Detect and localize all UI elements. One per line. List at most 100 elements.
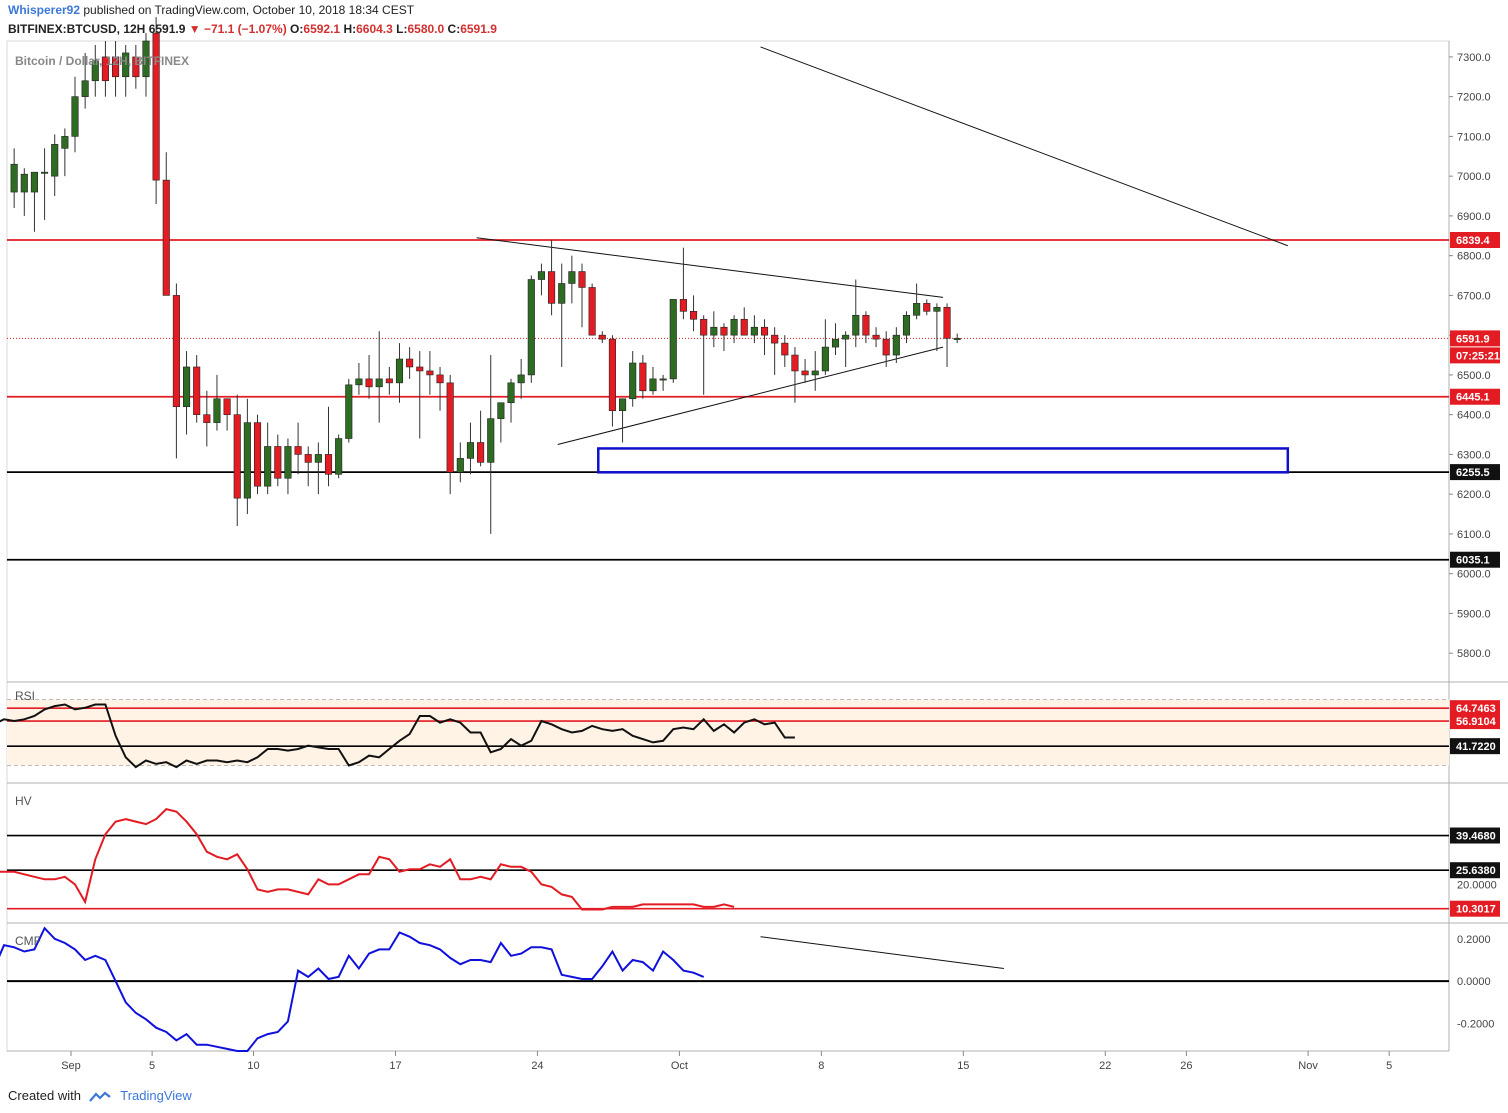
candle-down bbox=[324, 454, 333, 475]
rsi-level-label: 64.7463 bbox=[1456, 703, 1496, 715]
candle-up bbox=[933, 307, 941, 312]
tradingview-link[interactable]: TradingView bbox=[120, 1088, 192, 1103]
price-tick-label: 5900.0 bbox=[1457, 608, 1491, 620]
low-value: 6580.0 bbox=[407, 22, 445, 36]
candle-down bbox=[274, 446, 282, 479]
rsi-band bbox=[7, 699, 1449, 766]
low-label: L: bbox=[396, 22, 408, 36]
time-tick-label: 15 bbox=[957, 1060, 969, 1072]
rsi-level-label-bg bbox=[1450, 713, 1500, 730]
candle-down bbox=[608, 338, 616, 411]
candle-up bbox=[81, 80, 89, 97]
publish-info: published on TradingView.com, October 10… bbox=[83, 3, 415, 17]
price-tick-label: 6000.0 bbox=[1457, 569, 1491, 581]
cmf-tick-label: -0.2000 bbox=[1457, 1018, 1494, 1030]
candle-up bbox=[395, 358, 404, 384]
candle-up bbox=[264, 446, 272, 487]
candle-down bbox=[101, 56, 109, 82]
candle-down bbox=[436, 374, 444, 384]
price-tick-label: 6800.0 bbox=[1457, 251, 1491, 263]
candle-up bbox=[182, 366, 191, 408]
candle-up bbox=[669, 299, 677, 380]
candle-up bbox=[852, 314, 860, 336]
price-axis-label: 6255.5 bbox=[1456, 467, 1490, 479]
candle-up bbox=[243, 422, 251, 499]
trend-line bbox=[760, 46, 1288, 247]
price-tick-label: 7200.0 bbox=[1457, 92, 1491, 104]
candle-up bbox=[314, 454, 322, 463]
trend-line bbox=[557, 346, 944, 445]
candle-up bbox=[558, 283, 566, 304]
candle-down bbox=[882, 338, 890, 356]
candle-up bbox=[122, 52, 130, 78]
candle-up bbox=[507, 382, 515, 404]
candle-up bbox=[892, 334, 900, 356]
candle-down bbox=[639, 362, 647, 392]
hv-level-label-bg bbox=[1450, 862, 1500, 879]
price-change: −71.1 (−1.07%) bbox=[203, 22, 287, 36]
candle-down bbox=[689, 311, 698, 320]
candle-down bbox=[426, 370, 434, 376]
candle-down bbox=[760, 326, 769, 336]
candle-up bbox=[517, 374, 525, 384]
candle-up bbox=[142, 40, 150, 78]
candle-up bbox=[831, 338, 840, 348]
candle-down bbox=[233, 414, 241, 499]
time-tick-label: 10 bbox=[247, 1060, 259, 1072]
candle-down bbox=[152, 32, 160, 181]
author-link[interactable]: Whisperer92 bbox=[8, 3, 81, 17]
candle-down bbox=[548, 271, 556, 304]
price-tick-label: 6400.0 bbox=[1457, 410, 1491, 422]
price-axis-label: 6035.1 bbox=[1456, 555, 1490, 567]
trend-line bbox=[476, 237, 944, 298]
candle-down bbox=[598, 334, 606, 340]
candle-down bbox=[700, 318, 708, 336]
candle-down bbox=[162, 179, 170, 296]
candle-up bbox=[953, 338, 961, 340]
time-tick-label: 8 bbox=[818, 1060, 824, 1072]
candle-up bbox=[537, 271, 545, 280]
rsi-level-label: 41.7220 bbox=[1456, 741, 1496, 753]
price-tick-label: 6900.0 bbox=[1457, 211, 1491, 223]
price-axis-label: 6839.4 bbox=[1456, 235, 1491, 247]
candle-up bbox=[284, 446, 292, 479]
candle-up bbox=[568, 271, 576, 284]
price-tick-label: 5800.0 bbox=[1457, 648, 1491, 660]
candle-down bbox=[477, 442, 485, 463]
price-tick-label: 6200.0 bbox=[1457, 489, 1491, 501]
candle-down bbox=[406, 358, 414, 368]
price-axis-label: 6591.9 bbox=[1456, 333, 1490, 345]
candle-up bbox=[71, 96, 79, 137]
cmf-tick-label: 0.2000 bbox=[1457, 934, 1491, 946]
price-axis-label-bg bbox=[1450, 231, 1500, 248]
chart-title: Bitcoin / Dollar, 12H, BITFINEX bbox=[15, 54, 189, 68]
candle-up bbox=[213, 398, 221, 423]
rsi-level-label: 56.9104 bbox=[1456, 716, 1497, 728]
candle-down bbox=[193, 366, 201, 415]
candle-up bbox=[466, 442, 475, 459]
symbol-header: BITFINEX:BTCUSD, 12H 6591.9 ▼ −71.1 (−1.… bbox=[8, 22, 497, 36]
hv-level-label-bg bbox=[1450, 827, 1500, 844]
candle-up bbox=[750, 326, 758, 336]
open-value: 6592.1 bbox=[303, 22, 341, 36]
created-with: Created with bbox=[8, 1088, 81, 1103]
candle-up bbox=[659, 378, 667, 381]
candle-down bbox=[172, 295, 180, 408]
candle-down bbox=[588, 287, 596, 336]
candle-up bbox=[456, 458, 464, 473]
time-tick-label: Oct bbox=[671, 1060, 688, 1072]
symbol-name: BITFINEX:BTCUSD, 12H bbox=[8, 22, 146, 36]
candle-up bbox=[649, 378, 657, 392]
cmf-title: CMF bbox=[15, 934, 41, 948]
candle-up bbox=[821, 346, 829, 372]
candle-up bbox=[41, 171, 49, 174]
time-tick-label: 24 bbox=[531, 1060, 543, 1072]
candle-up bbox=[335, 438, 343, 475]
rsi-series-line bbox=[0, 703, 795, 769]
candle-down bbox=[781, 342, 789, 356]
hv-level-label-bg bbox=[1450, 900, 1500, 917]
candle-up bbox=[842, 334, 850, 340]
time-tick-label: 5 bbox=[1386, 1060, 1392, 1072]
candle-up bbox=[811, 370, 819, 376]
